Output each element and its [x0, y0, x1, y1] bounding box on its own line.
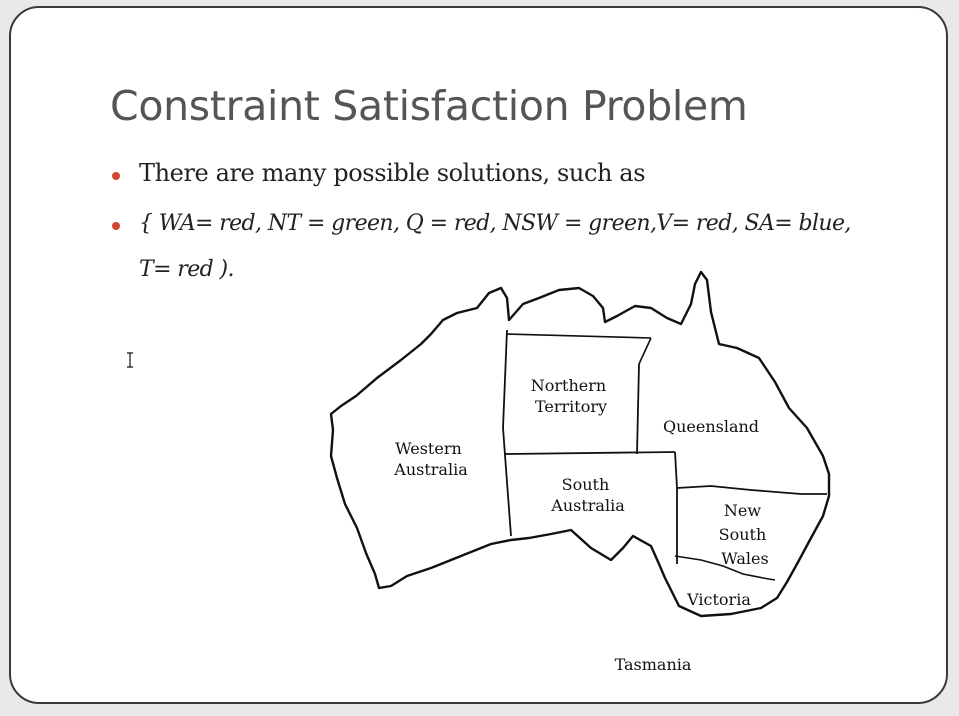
slide-frame: Constraint Satisfaction Problem There ar… [9, 6, 948, 704]
label-northern-territory: Northern Territory [531, 376, 612, 416]
bullet-dot [112, 172, 120, 180]
bullet-text-2-line-2: T= red ). [139, 257, 234, 282]
text-cursor-icon [127, 352, 133, 368]
border-q-nsw [676, 485, 827, 495]
label-queensland: Queensland [663, 417, 759, 436]
label-new-south-wales: New South Wales [719, 501, 772, 568]
label-tasmania: Tasmania [615, 655, 692, 674]
bullet-text-2-line-1: { WA= red, NT = green, Q = red, NSW = gr… [139, 211, 851, 236]
border-wa [502, 329, 512, 537]
border-nt-sa [504, 451, 676, 455]
australia-map: Western Australia Northern Territory Que… [329, 270, 831, 674]
label-western-australia: Western Australia [393, 439, 468, 479]
border-nt-q [636, 363, 640, 455]
label-south-australia: South Australia [550, 475, 625, 515]
label-victoria: Victoria [686, 590, 751, 609]
border-nsw-vic [674, 555, 776, 581]
mainland-outline [329, 270, 831, 618]
bullet-text-1: There are many possible solutions, such … [139, 159, 646, 187]
slide-title: Constraint Satisfaction Problem [110, 82, 748, 130]
border-sa-east [674, 451, 678, 564]
bullet-dot [112, 222, 120, 230]
border-nt-top [506, 333, 652, 365]
